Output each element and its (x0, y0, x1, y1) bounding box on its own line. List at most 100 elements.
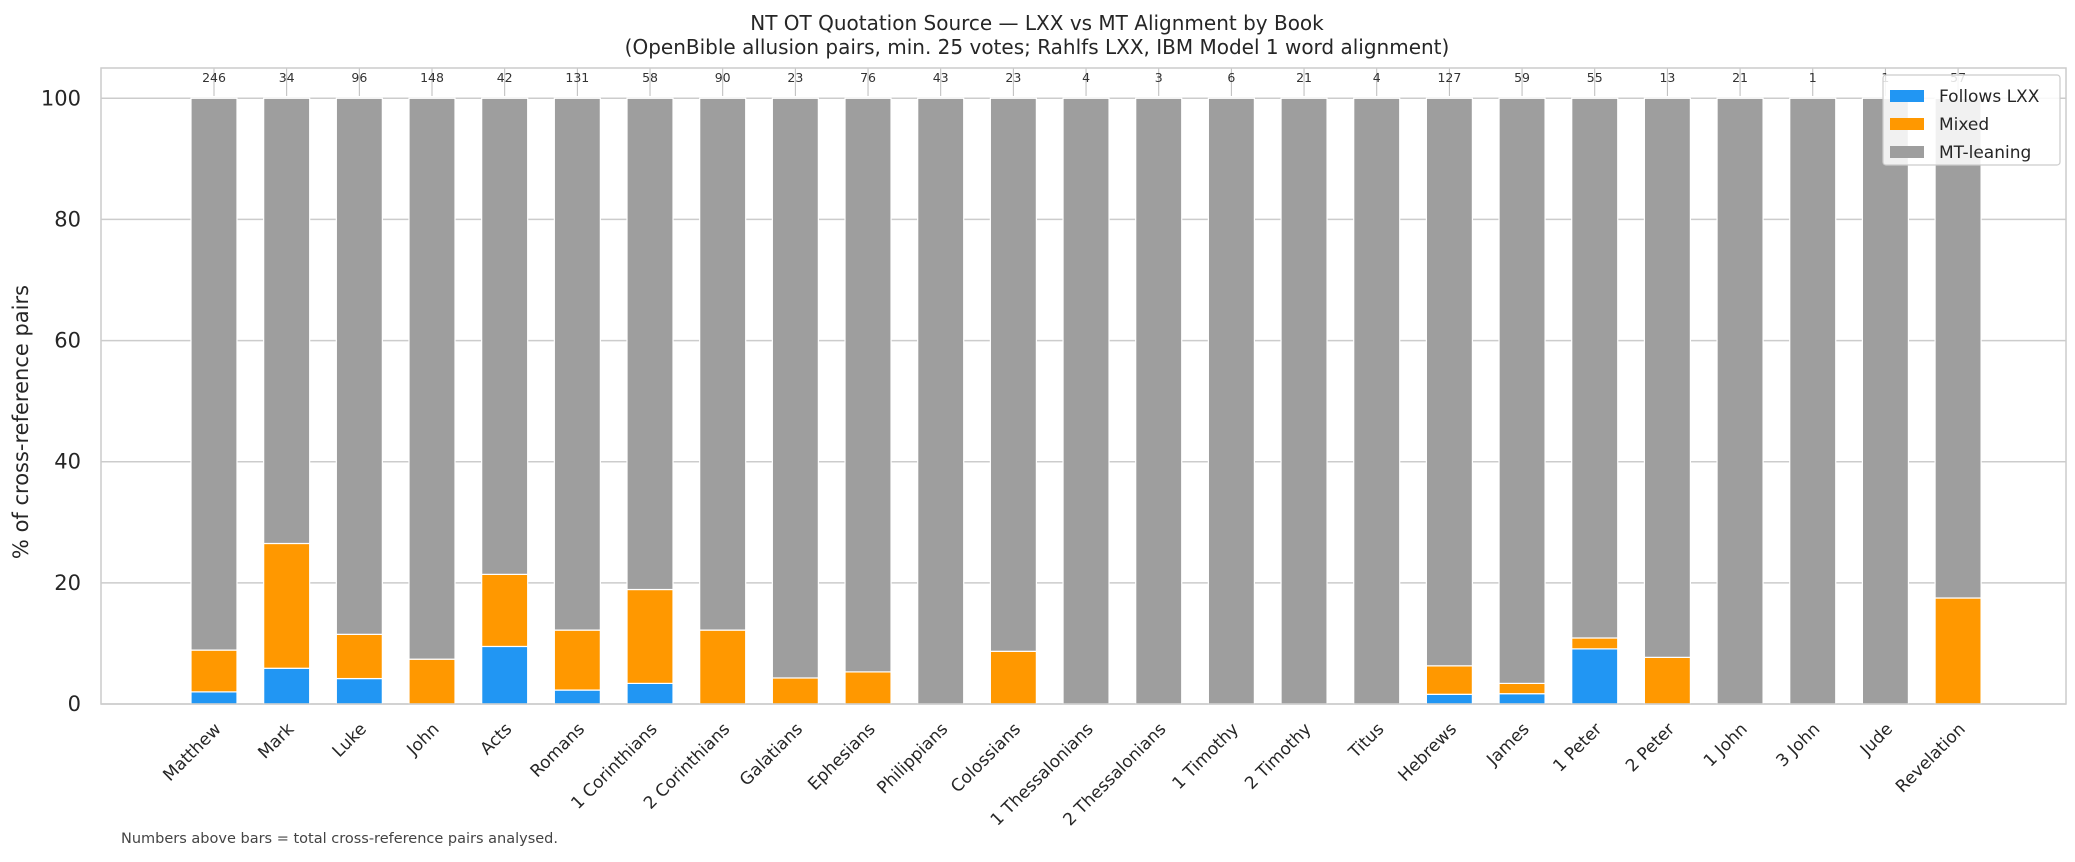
bar-mt-leaning (1861, 97, 1910, 705)
bar-total-label: 1 (1809, 70, 1817, 85)
bar-follows-lxx (1425, 693, 1473, 705)
bar-mt-leaning (626, 97, 674, 591)
bar-total-label: 127 (1437, 70, 1461, 85)
x-tick-label: 2 Timothy (1241, 719, 1315, 793)
bar-mt-leaning (553, 97, 601, 631)
x-tick-label: Jude (1856, 719, 1897, 760)
bar-mt-leaning (1643, 97, 1692, 658)
legend-swatch-follows-lxx (1890, 90, 1924, 102)
x-tick-label: Galatians (736, 719, 807, 790)
bar-total-label: 131 (565, 70, 589, 85)
bar-mt-leaning (1425, 97, 1473, 667)
bar-total-label: 23 (787, 70, 803, 85)
bar-mt-leaning (1934, 97, 1982, 599)
bar-total-label: 21 (1732, 70, 1748, 85)
chart-title: NT OT Quotation Source — LXX vs MT Align… (750, 11, 1324, 35)
bar-total-label: 55 (1587, 70, 1603, 85)
bar-mt-leaning (771, 97, 819, 679)
bar-mixed (481, 573, 529, 648)
bar-mt-leaning (1280, 97, 1328, 705)
bar-follows-lxx (1498, 693, 1546, 705)
bar-mt-leaning (263, 97, 311, 545)
bar-total-label: 58 (642, 70, 658, 85)
bar-mt-leaning (1498, 97, 1546, 685)
bar-mixed (989, 650, 1037, 705)
legend-swatch-mt-leaning (1890, 146, 1924, 158)
bar-mixed (408, 658, 456, 705)
bar-mixed (1934, 597, 1982, 705)
x-tick-label: Colossians (947, 719, 1025, 797)
plot-frame (100, 67, 2067, 705)
bar-mixed (1498, 682, 1546, 695)
bar-mt-leaning (335, 97, 383, 635)
bar-mixed (699, 629, 747, 705)
y-tick-label: 40 (54, 450, 81, 474)
y-tick-label: 80 (54, 207, 81, 231)
bar-total-label: 4 (1082, 70, 1090, 85)
bar-follows-lxx (553, 689, 601, 705)
bar-mt-leaning (844, 97, 892, 673)
bar-mixed (1571, 637, 1619, 650)
bar-mixed (1425, 665, 1473, 695)
bar-total-label: 23 (1005, 70, 1021, 85)
bar-total-label: 96 (351, 70, 367, 85)
legend-label-follows-lxx: Follows LXX (1939, 87, 2040, 107)
bar-total-label: 43 (933, 70, 949, 85)
bar-total-label: 13 (1659, 70, 1675, 85)
bar-mt-leaning (1716, 97, 1764, 705)
y-tick-label: 20 (54, 571, 81, 595)
bar-total-label: 6 (1227, 70, 1235, 85)
bar-total-label: 90 (715, 70, 731, 85)
x-tick-label: John (403, 719, 444, 760)
x-tick-label: Mark (254, 719, 298, 763)
bar-total-label: 246 (202, 70, 226, 85)
bar-follows-lxx (335, 677, 383, 705)
bar-follows-lxx (626, 682, 674, 705)
legend-label-mixed: Mixed (1939, 115, 1989, 135)
y-axis-label: % of cross-reference pairs (9, 285, 33, 559)
x-tick-label: 2 Peter (1622, 719, 1679, 776)
bar-total-label: 148 (420, 70, 444, 85)
bar-mixed (335, 633, 383, 680)
bar-mt-leaning (1789, 97, 1837, 705)
bar-total-label: 4 (1373, 70, 1381, 85)
bar-mt-leaning (1062, 97, 1110, 705)
bar-total-label: 42 (497, 70, 513, 85)
x-tick-label: Acts (476, 719, 516, 759)
x-tick-label: Philippians (873, 719, 952, 798)
bar-mixed (263, 542, 311, 669)
bar-mt-leaning (1353, 97, 1401, 705)
bar-mt-leaning (408, 97, 456, 660)
bar-mt-leaning (1135, 97, 1183, 705)
x-tick-label: Hebrews (1395, 719, 1461, 785)
x-tick-label: 1 John (1700, 719, 1752, 771)
bar-follows-lxx (263, 667, 311, 705)
bar-mt-leaning (699, 97, 747, 631)
y-tick-label: 100 (41, 86, 81, 110)
bar-total-label: 21 (1296, 70, 1312, 85)
bar-mixed (844, 671, 892, 705)
x-tick-label: Romans (527, 719, 589, 781)
legend-swatch-mixed (1890, 118, 1924, 130)
bar-mt-leaning (481, 97, 529, 575)
legend-box (1882, 74, 2061, 166)
bar-mixed (190, 649, 238, 693)
bar-mt-leaning (1571, 97, 1619, 639)
bar-mt-leaning (1207, 97, 1255, 705)
bar-total-label: 34 (279, 70, 295, 85)
x-tick-label: Revelation (1892, 719, 1970, 797)
bar-follows-lxx (481, 645, 529, 705)
x-tick-label: James (1482, 719, 1533, 770)
bar-total-label: 3 (1155, 70, 1163, 85)
footnote: Numbers above bars = total cross-referen… (121, 831, 558, 847)
bar-mixed (771, 677, 819, 705)
bar-total-label: 76 (860, 70, 876, 85)
total-count-labels: 246 34 96 148 42 131 58 90 23 76 43 23 4 3 6 21 4 127 59 55… (202, 68, 1966, 96)
bar-mixed (1643, 656, 1692, 705)
bar-follows-lxx (1571, 648, 1619, 705)
legend: Follows LXX Mixed MT-leaning (1882, 74, 2061, 166)
bar-total-label: 59 (1514, 70, 1530, 85)
bar-mixed (553, 629, 601, 691)
bar-mt-leaning (190, 97, 238, 651)
